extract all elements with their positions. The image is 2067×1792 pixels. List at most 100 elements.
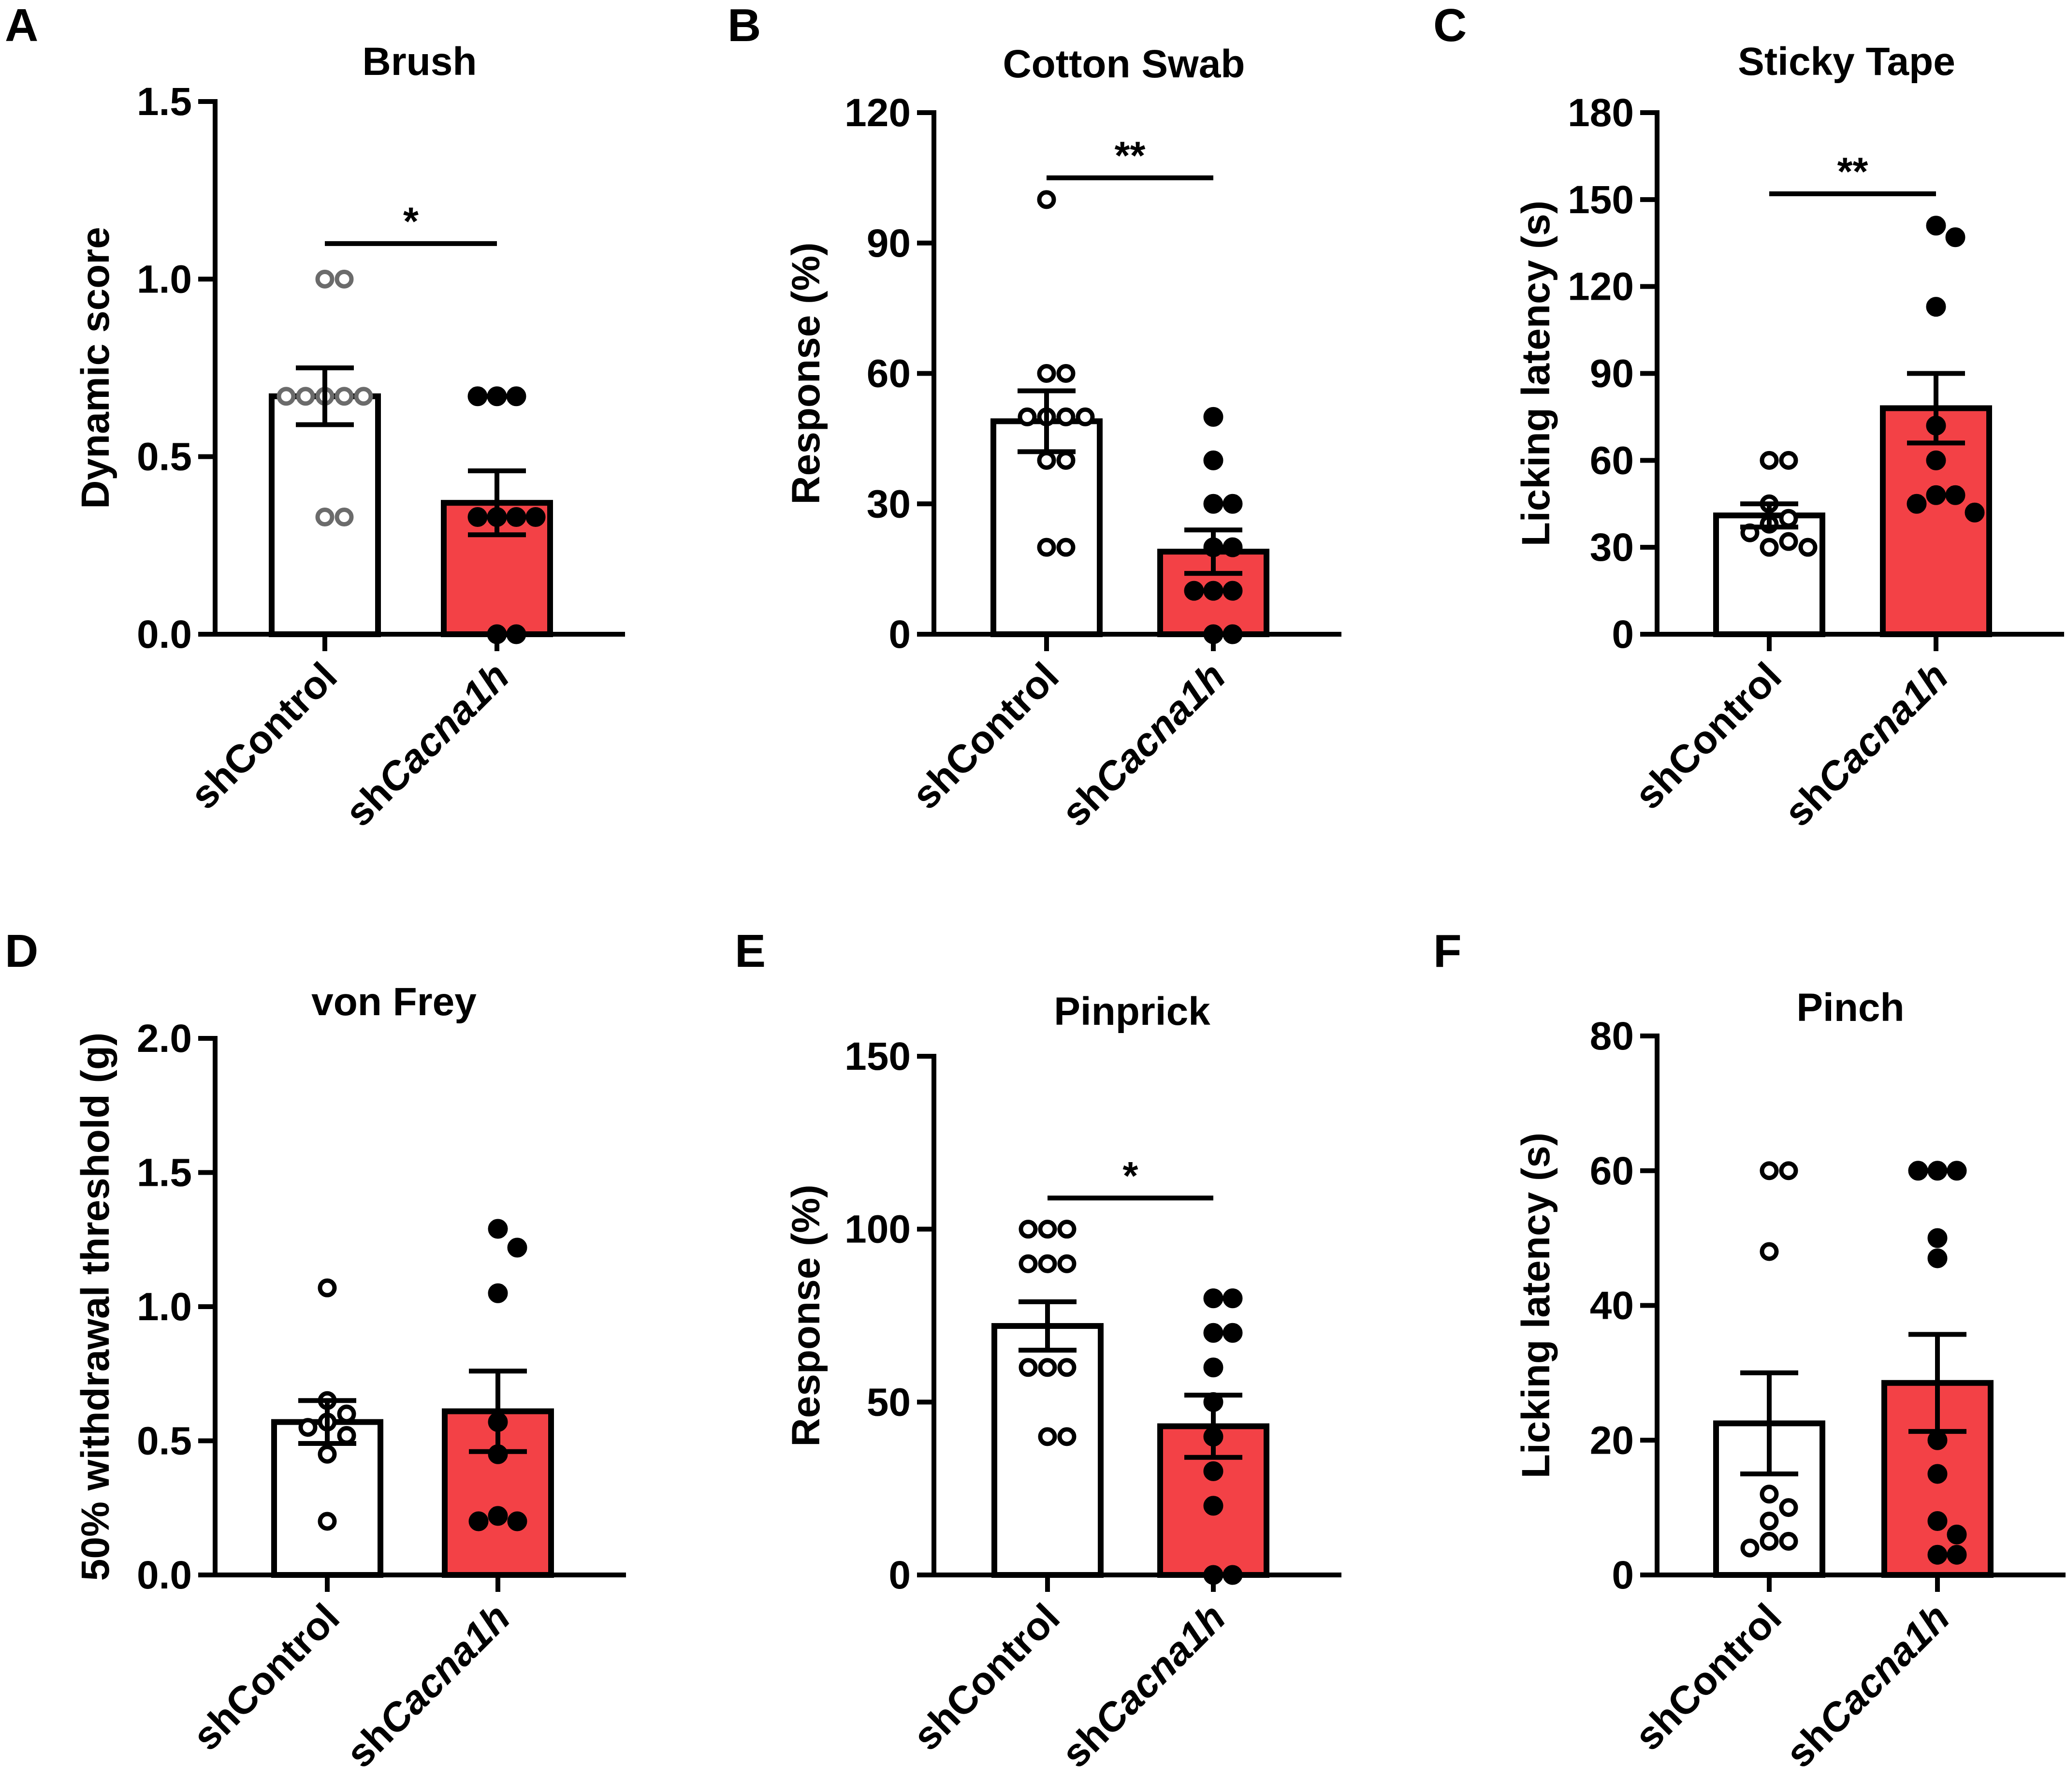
category-label-text: shControl xyxy=(1627,1595,1790,1759)
category-label-text: shControl xyxy=(185,1595,348,1759)
x-category-label: shCacna1h xyxy=(1777,1595,1958,1776)
data-point xyxy=(1038,1254,1057,1273)
points-shcacna1h xyxy=(1908,1161,1967,1565)
y-tick-label: 30 xyxy=(867,482,911,526)
points-shcacna1h xyxy=(468,1219,527,1531)
data-point xyxy=(1203,1496,1223,1516)
x-category-label: shControl xyxy=(905,1595,1068,1759)
data-point xyxy=(1203,1461,1223,1481)
data-point xyxy=(1927,1248,1948,1268)
y-tick-label: 0.5 xyxy=(137,435,192,479)
data-point xyxy=(468,1511,489,1531)
bar-shcontrol xyxy=(1713,512,1825,637)
data-point xyxy=(1057,1220,1077,1239)
data-point xyxy=(1927,1228,1948,1248)
data-point xyxy=(1927,1430,1948,1450)
data-point xyxy=(1037,451,1056,470)
data-point xyxy=(1056,538,1076,557)
data-point xyxy=(1760,1512,1779,1530)
chart-panel-a: A Brush Dynamic score 0.0 0.5 1.0 1.5 shControl… xyxy=(5,0,625,835)
data-point xyxy=(1019,1254,1038,1273)
data-point xyxy=(1056,407,1076,426)
y-tick-label: 180 xyxy=(1568,91,1634,135)
y-axis-label: 50% withdrawal threshold (g) xyxy=(73,1033,117,1581)
data-point xyxy=(1945,485,1965,505)
y-axis-label: Response (%) xyxy=(784,242,828,504)
y-tick-label: 0 xyxy=(1612,612,1634,656)
panel-letter: F xyxy=(1433,925,1462,977)
error-bar-shcontrol xyxy=(298,1398,356,1446)
points-shcacna1h xyxy=(1907,216,1985,523)
category-label-gene: Cacna1h xyxy=(1086,1595,1234,1743)
chart-title: Cotton Swab xyxy=(1003,42,1245,86)
y-tick-label: 60 xyxy=(867,352,911,396)
points-shcontrol xyxy=(1018,190,1095,557)
data-point xyxy=(1223,537,1243,557)
data-point xyxy=(1057,1358,1077,1377)
significance-marker: ** xyxy=(1769,150,1936,196)
y-tick-label: 120 xyxy=(1568,265,1634,309)
data-point xyxy=(1760,1485,1779,1504)
significance-label: * xyxy=(403,200,419,244)
data-point xyxy=(1223,1323,1243,1343)
error-bar-shcontrol xyxy=(1019,1299,1077,1353)
x-category-label: shControl xyxy=(1627,654,1790,817)
data-point xyxy=(488,1506,508,1526)
panel-letter: D xyxy=(5,925,38,977)
data-point xyxy=(315,269,335,289)
error-bar-shcontrol xyxy=(296,365,354,427)
bar-shcacna1h xyxy=(1880,405,1992,638)
chart-panel-f: F Pinch Licking latency (s) 0 20 40 60 80 shCont… xyxy=(1433,925,2066,1776)
y-tick-label: 40 xyxy=(1590,1284,1634,1328)
data-point xyxy=(337,1404,356,1424)
data-point xyxy=(318,1278,337,1297)
y-tick-label: 60 xyxy=(1590,1149,1634,1193)
data-point xyxy=(1056,364,1076,383)
data-point xyxy=(1908,1161,1928,1181)
y-tick-label: 0 xyxy=(888,612,911,656)
data-point xyxy=(1038,1427,1057,1446)
data-point xyxy=(467,386,488,407)
data-point xyxy=(1019,1358,1038,1377)
y-tick-label: 60 xyxy=(1590,438,1634,482)
x-category-label: shControl xyxy=(182,654,346,817)
data-point xyxy=(1907,494,1927,514)
bars xyxy=(271,1408,554,1578)
error-bar-shcacna1h xyxy=(1908,1332,1966,1434)
data-point xyxy=(1947,1161,1967,1181)
data-point xyxy=(1798,538,1818,557)
data-point xyxy=(1779,1531,1798,1551)
y-tick-label: 90 xyxy=(1590,352,1634,396)
x-category-label: shControl xyxy=(904,654,1067,817)
data-point xyxy=(277,387,296,406)
chart-title: Pinprick xyxy=(1054,990,1210,1034)
data-point xyxy=(1760,1531,1779,1551)
data-point xyxy=(507,1238,527,1258)
y-tick-label: 100 xyxy=(844,1208,911,1252)
significance-marker: ** xyxy=(1047,134,1213,180)
data-point xyxy=(1057,1427,1077,1446)
y-tick-label: 80 xyxy=(1590,1014,1634,1058)
data-point xyxy=(1076,407,1095,426)
chart-title: Pinch xyxy=(1796,986,1904,1030)
y-axis-label: Response (%) xyxy=(784,1184,828,1446)
data-point xyxy=(1037,190,1056,209)
category-label-text: shControl xyxy=(904,654,1067,817)
data-point xyxy=(1926,216,1946,236)
data-point xyxy=(1947,1524,1967,1544)
data-point xyxy=(1945,227,1965,248)
data-point xyxy=(1203,581,1223,601)
chart-title: Brush xyxy=(363,40,477,84)
data-point xyxy=(1223,1288,1243,1309)
points-shcontrol xyxy=(1019,1220,1077,1446)
error-bar-shcacna1h xyxy=(1907,371,1965,446)
chart-panel-b: B Cotton Swab Response (%) 0 30 60 90 120 shCont… xyxy=(728,0,1341,835)
category-label-gene: Cacna1h xyxy=(370,654,518,802)
data-point xyxy=(1203,494,1223,514)
y-tick-label: 2.0 xyxy=(137,1017,192,1061)
points-shcontrol xyxy=(1740,1161,1798,1558)
data-point xyxy=(1037,364,1056,383)
data-point xyxy=(335,387,354,406)
chart-title: von Frey xyxy=(311,980,477,1024)
x-category-label: shCacna1h xyxy=(338,1595,519,1776)
